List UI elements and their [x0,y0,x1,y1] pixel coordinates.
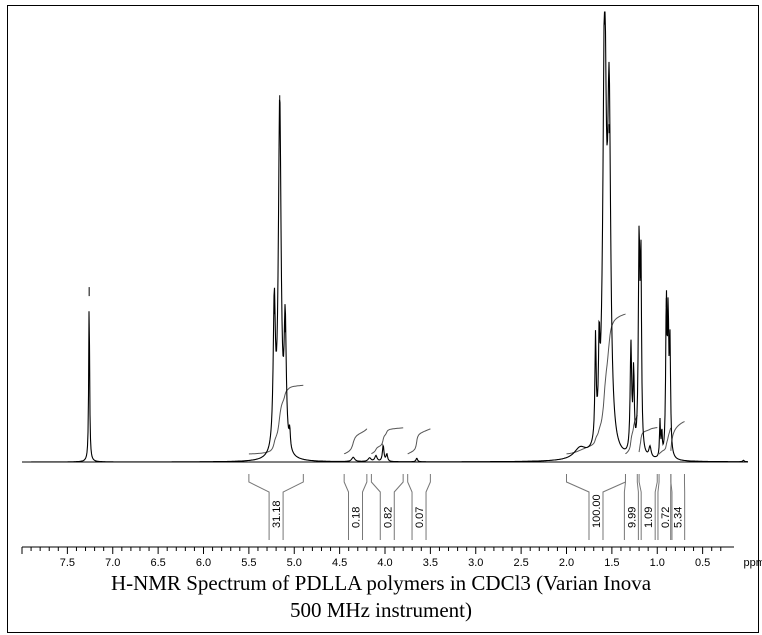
integral-value-label: 9.99 [626,507,638,528]
integral-bracket: 0.72 [657,474,673,540]
x-tick-label: 3.0 [468,557,483,569]
integral-value-label: 0.82 [382,507,394,528]
x-axis-label: ppm [743,557,762,569]
x-tick-label: 7.0 [105,557,120,569]
integral-curves [248,313,685,455]
integral-value-label: 0.07 [414,507,426,528]
figure-frame [7,5,759,633]
integral-bracket: 0.18 [343,474,368,540]
integral-curve [670,421,685,451]
integral-value-label: 5.34 [673,507,685,528]
integral-bracket-line [638,474,658,540]
integral-bracket: 5.34 [670,474,686,540]
integral-bracket-line [370,474,404,540]
integral-value-label: 1.09 [643,507,655,528]
x-tick-label: 4.5 [332,557,347,569]
integral-value-label: 0.18 [351,507,363,528]
integral-bracket: 0.82 [370,474,404,540]
x-tick-label: 1.0 [650,557,665,569]
integral-bracket: 9.99 [623,474,639,540]
integral-curve [625,414,638,455]
integral-brackets: 31.18 0.18 0.82 0.07 100.00 9.99 1.09 0.72 5.34 [248,474,686,540]
x-tick-label: 1.5 [604,557,619,569]
integral-bracket: 1.09 [638,474,658,540]
integral-curve [248,384,304,455]
integral-curve [343,428,368,455]
x-tick-label: 2.0 [559,557,574,569]
x-tick-label: 3.5 [423,557,438,569]
caption-line-1: H-NMR Spectrum of PDLLA polymers in CDCl… [110,571,652,595]
integral-curve [566,313,626,455]
integral-curve [658,427,672,455]
integral-value-label: 100.00 [591,494,603,528]
integral-value-label: 0.72 [660,507,672,528]
integral-bracket-line [623,474,639,540]
x-tick-label: 0.5 [695,557,710,569]
integral-curve [371,427,404,455]
x-tick-label: 6.0 [196,557,211,569]
integral-bracket-line [407,474,431,540]
integral-curve [407,428,431,455]
x-tick-label: 5.0 [287,557,302,569]
x-tick-label: 5.5 [241,557,256,569]
spectrum-trace [22,11,748,463]
x-tick-label: 6.5 [150,557,165,569]
integral-bracket: 31.18 [248,474,304,540]
integral-value-label: 31.18 [271,500,283,528]
x-axis: 7.5 7.0 6.5 6.0 5.5 5.0 4.5 4.0 3.5 3.0 2.5 2.0 1.5 1… [21,546,762,569]
x-tick-label: 4.0 [377,557,392,569]
integral-curve [638,427,658,453]
nmr-spectrum-chart: 31.18 0.18 0.82 0.07 100.00 9.99 1.09 0.72 5.34 … [21,11,762,569]
integral-bracket-line [248,474,304,540]
integral-bracket-line [343,474,368,540]
caption-line-2: 500 MHz instrument) [290,598,472,622]
figure-caption: H-NMR Spectrum of PDLLA polymers in CDCl… [0,570,762,624]
integral-bracket-line [670,474,686,540]
integral-bracket: 100.00 [566,474,626,540]
spectrum-trace-group [22,11,748,463]
x-tick-label: 7.5 [60,557,75,569]
integral-bracket: 0.07 [407,474,431,540]
x-tick-label: 2.5 [513,557,528,569]
